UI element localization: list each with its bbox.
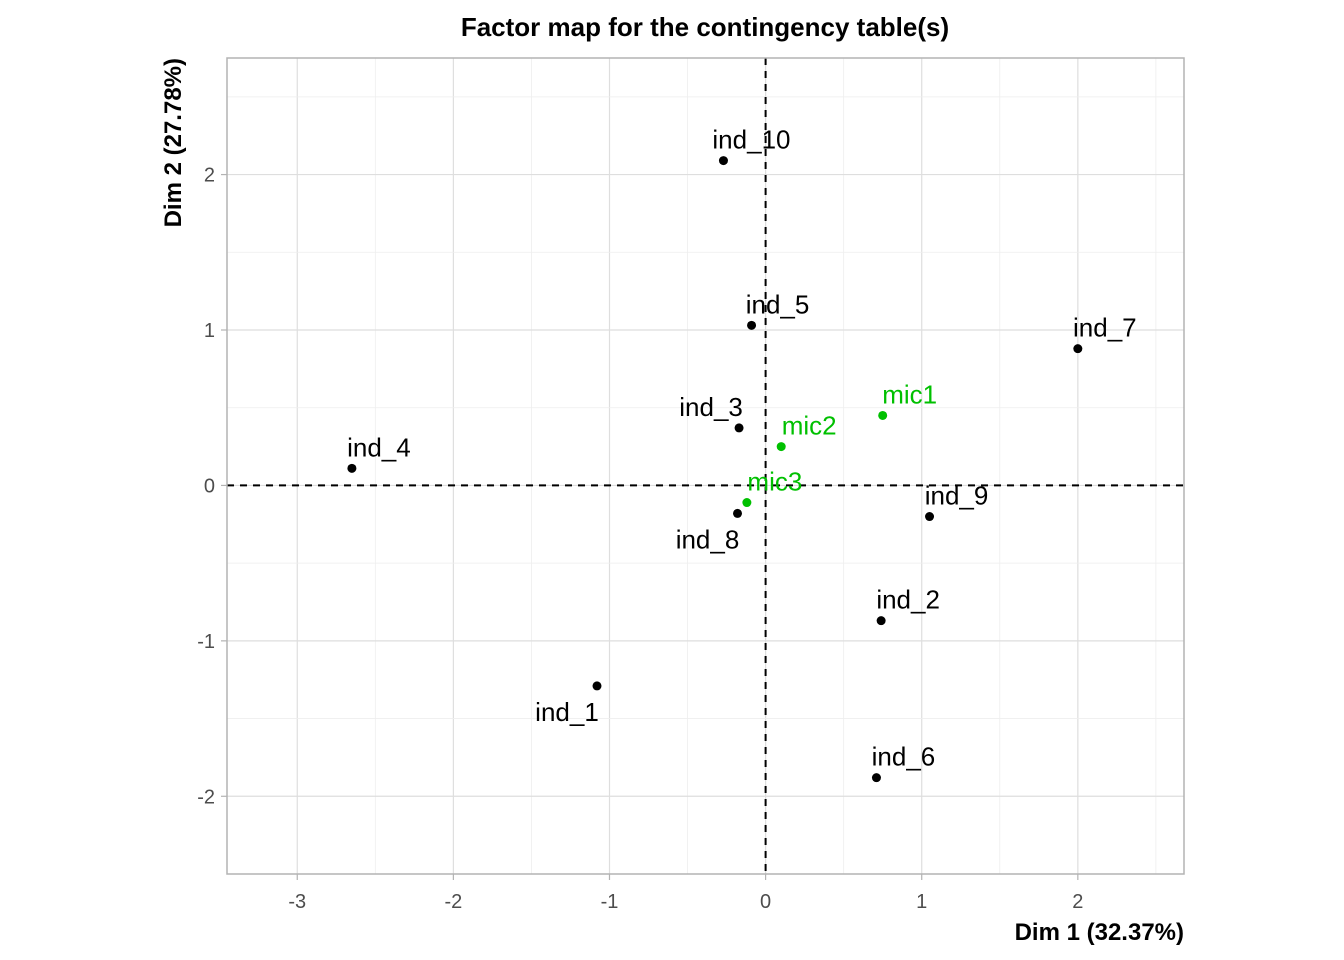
y-tick-label: -2 [197,786,215,808]
y-tick-label: 2 [204,165,215,187]
label-ind_3: ind_3 [679,392,743,422]
x-tick-label: 1 [916,891,927,913]
label-ind_7: ind_7 [1073,313,1137,343]
label-ind_6: ind_6 [872,742,936,772]
x-axis-title: Dim 1 (32.37%) [1015,919,1184,946]
point-ind_6 [871,773,881,783]
point-ind_7 [1073,344,1083,354]
point-ind_5 [747,320,757,330]
label-ind_2: ind_2 [876,585,940,615]
plot-panel-border [226,57,1185,875]
label-ind_10: ind_10 [712,125,790,155]
point-ind_3 [734,423,744,433]
point-ind_4 [347,463,357,473]
x-tick-label: -3 [288,891,306,913]
x-tick-label: -1 [601,891,619,913]
y-tick-label: 0 [204,475,215,497]
point-mic3 [742,498,752,508]
point-mic2 [776,442,786,452]
axis-ticks: -3 -2 -1 0 1 2 -2 -1 0 1 2 [197,165,1083,913]
grid [227,58,1184,875]
y-axis-title: Dim 2 (27.78%) [160,58,187,227]
data-points [347,156,1083,783]
label-mic3: mic3 [747,467,802,497]
point-mic1 [878,410,888,420]
chart-title: Factor map for the contingency table(s) [461,12,949,42]
point-ind_8 [733,508,743,518]
x-tick-label: 0 [760,891,771,913]
point-ind_2 [876,616,886,626]
label-ind_8: ind_8 [676,524,740,554]
label-ind_9: ind_9 [925,481,989,511]
reference-lines [227,58,1184,874]
point-ind_1 [592,681,602,691]
y-tick-label: -1 [197,631,215,653]
label-ind_5: ind_5 [746,289,810,319]
x-tick-label: 2 [1072,891,1083,913]
label-ind_4: ind_4 [347,432,411,462]
point-ind_9 [925,512,935,522]
point-ind_10 [718,156,728,166]
point-labels: ind_10 ind_5 ind_7 ind_3 ind_4 ind_9 ind_8 ind_… [347,125,1137,772]
x-tick-label: -2 [444,891,462,913]
label-mic1: mic1 [882,379,937,409]
label-ind_1: ind_1 [535,697,599,727]
y-tick-label: 1 [204,320,215,342]
label-mic2: mic2 [782,411,837,441]
